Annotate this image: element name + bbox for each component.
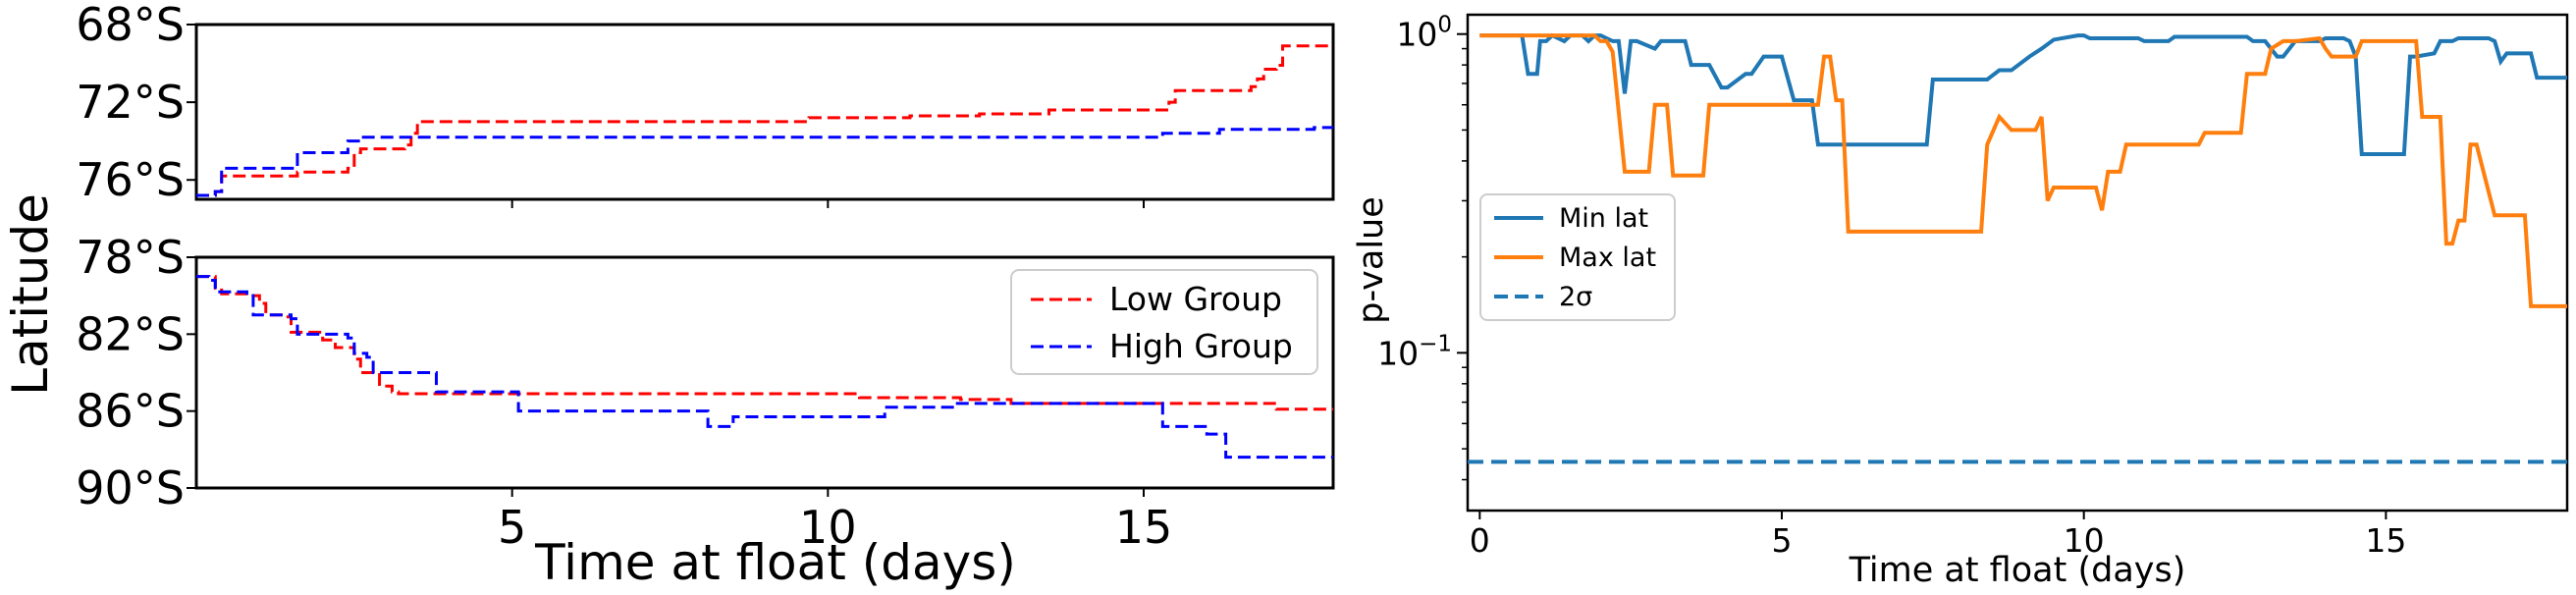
legend-label: Max lat: [1559, 243, 1656, 273]
left-top-ytick-label: 76°S: [76, 153, 185, 206]
legend-label: 2σ: [1559, 282, 1592, 312]
right-ytick-label: 10−1: [1377, 331, 1452, 372]
series-line-low-group: [196, 275, 1333, 411]
right-plot: 100 10−1 0 5 10 15 Min lat Max lat 2σ: [1377, 13, 2569, 560]
left-bottom-ytick-label: 86°S: [76, 385, 185, 438]
legend-label: Low Group: [1109, 280, 1282, 318]
legend-label: High Group: [1109, 327, 1293, 365]
left-top-ytick-label: 68°S: [76, 0, 185, 51]
series-line-high-group: [196, 275, 1333, 460]
right-frame: [1466, 13, 2569, 513]
left-bottom-frame: [194, 255, 1335, 490]
series-line-low-group: [196, 44, 1333, 197]
left-top-frame: [194, 23, 1335, 201]
right-ytick-label: 100: [1396, 13, 1452, 54]
right-legend-box: [1479, 193, 1676, 321]
left-xlabel: Time at float (days): [534, 534, 1016, 591]
right-xtick-label: 0: [1470, 521, 1490, 560]
left-bottom-xtick-label: 5: [498, 501, 526, 554]
series-line-high-group: [196, 126, 1333, 197]
left-top-plot: 68°S 72°S 76°S: [76, 0, 1335, 208]
right-xtick-label: 10: [2064, 521, 2105, 560]
left-bottom-xtick-label: 15: [1115, 501, 1173, 554]
legend-label: Min lat: [1559, 203, 1648, 234]
series-line-max-lat: [1479, 33, 2567, 308]
right-xtick-label: 15: [2365, 521, 2406, 560]
left-bottom-ytick-label: 82°S: [76, 307, 185, 360]
right-xtick-label: 5: [1772, 521, 1793, 560]
right-ylabel: p-value: [1352, 196, 1391, 324]
series-line-min-lat: [1479, 32, 2567, 157]
right-xlabel: Time at float (days): [1849, 551, 2186, 590]
left-top-ytick-label: 72°S: [76, 76, 185, 129]
left-bottom-plot: 78°S 82°S 86°S 90°S 5 10 15 Low Group High Group: [76, 231, 1335, 554]
left-bottom-xtick-label: 10: [799, 501, 857, 554]
left-bottom-ytick-label: 90°S: [76, 461, 185, 514]
left-bottom-ytick-label: 78°S: [76, 231, 185, 284]
left-ylabel: Latitude: [2, 193, 59, 396]
